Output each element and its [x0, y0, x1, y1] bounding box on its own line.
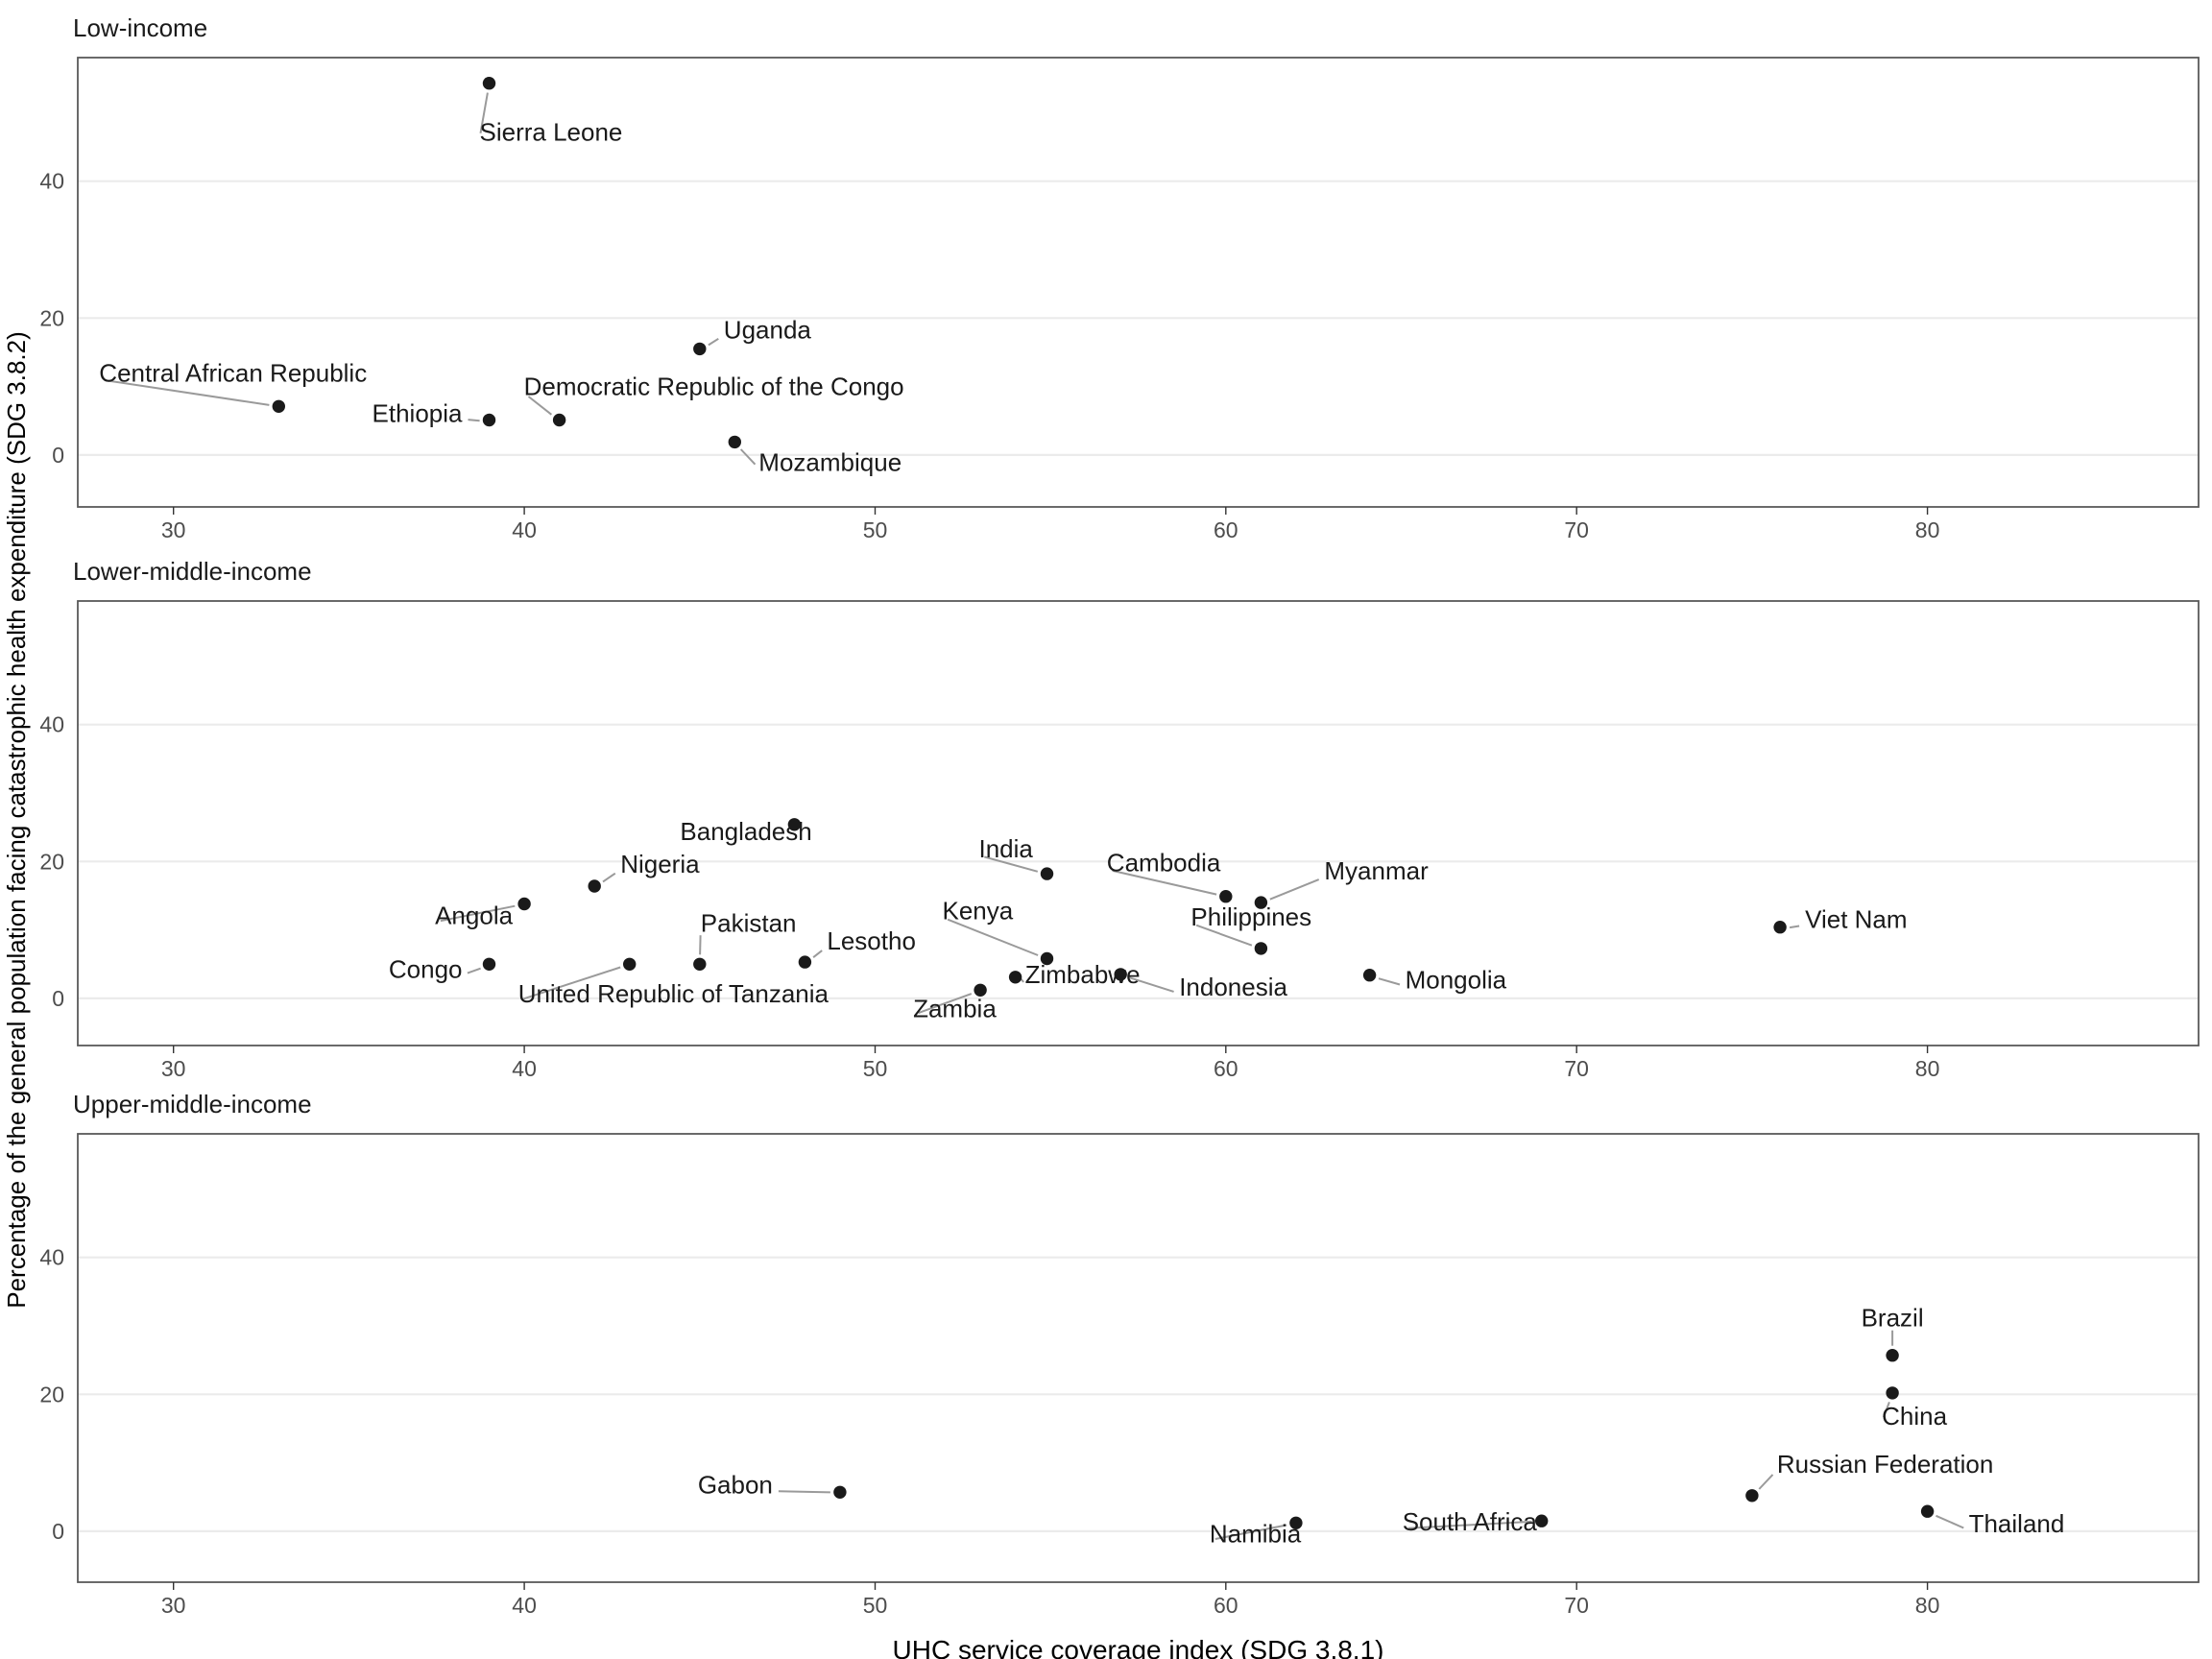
svg-text:40: 40	[39, 1245, 64, 1270]
svg-text:Viet Nam: Viet Nam	[1805, 905, 1907, 934]
svg-text:Kenya: Kenya	[943, 897, 1014, 926]
svg-text:20: 20	[39, 849, 64, 874]
svg-text:80: 80	[1915, 1056, 1940, 1081]
svg-text:70: 70	[1564, 1056, 1589, 1081]
svg-text:Mongolia: Mongolia	[1406, 966, 1507, 995]
svg-text:40: 40	[39, 712, 64, 737]
svg-text:Congo: Congo	[389, 954, 463, 983]
svg-text:Bangladesh: Bangladesh	[680, 817, 811, 846]
svg-text:Democratic Republic of the Con: Democratic Republic of the Congo	[524, 373, 904, 401]
svg-text:China: China	[1882, 1402, 1947, 1431]
svg-text:50: 50	[863, 517, 888, 542]
svg-text:30: 30	[161, 517, 186, 542]
svg-text:50: 50	[863, 1056, 888, 1081]
svg-text:0: 0	[52, 986, 64, 1011]
svg-text:0: 0	[52, 443, 64, 468]
svg-text:30: 30	[161, 1056, 186, 1081]
svg-text:50: 50	[863, 1593, 888, 1618]
svg-text:Percentage of the general popu: Percentage of the general population fac…	[2, 331, 31, 1309]
svg-text:Mozambique: Mozambique	[758, 447, 902, 476]
svg-text:20: 20	[39, 1382, 64, 1407]
svg-text:70: 70	[1564, 1593, 1589, 1618]
svg-text:Angola: Angola	[435, 902, 513, 930]
svg-text:40: 40	[39, 169, 64, 194]
svg-text:80: 80	[1915, 1593, 1940, 1618]
svg-text:Philippines: Philippines	[1190, 902, 1311, 931]
svg-text:Gabon: Gabon	[698, 1470, 773, 1499]
svg-text:Zambia: Zambia	[913, 994, 997, 1022]
svg-text:60: 60	[1214, 517, 1238, 542]
svg-text:70: 70	[1564, 517, 1589, 542]
svg-text:Namibia: Namibia	[1210, 1519, 1302, 1548]
svg-text:40: 40	[512, 1056, 537, 1081]
svg-text:Indonesia: Indonesia	[1179, 973, 1287, 1001]
svg-text:Thailand: Thailand	[1969, 1509, 2065, 1538]
svg-text:Uganda: Uganda	[724, 315, 812, 344]
svg-text:Ethiopia: Ethiopia	[373, 399, 463, 428]
svg-text:United Republic of Tanzania: United Republic of Tanzania	[518, 979, 830, 1008]
svg-text:Low-income: Low-income	[73, 13, 207, 42]
svg-text:South Africa: South Africa	[1403, 1507, 1538, 1536]
svg-text:Upper-middle-income: Upper-middle-income	[73, 1090, 312, 1118]
svg-text:20: 20	[39, 305, 64, 330]
svg-text:40: 40	[512, 517, 537, 542]
svg-text:Myanmar: Myanmar	[1324, 856, 1429, 885]
svg-text:Brazil: Brazil	[1862, 1304, 1924, 1333]
svg-text:60: 60	[1214, 1056, 1238, 1081]
svg-text:Nigeria: Nigeria	[620, 850, 700, 878]
svg-text:Cambodia: Cambodia	[1107, 849, 1221, 878]
svg-text:India: India	[979, 834, 1034, 863]
svg-text:0: 0	[52, 1519, 64, 1544]
svg-text:Russian Federation: Russian Federation	[1777, 1450, 1993, 1479]
svg-text:40: 40	[512, 1593, 537, 1618]
svg-text:Lower-middle-income: Lower-middle-income	[73, 557, 312, 586]
svg-text:UHC service coverage index (SD: UHC service coverage index (SDG 3.8.1)	[893, 1635, 1384, 1659]
svg-text:30: 30	[161, 1593, 186, 1618]
svg-text:Sierra Leone: Sierra Leone	[480, 118, 623, 147]
svg-text:Lesotho: Lesotho	[827, 926, 916, 955]
svg-text:80: 80	[1915, 517, 1940, 542]
svg-text:Pakistan: Pakistan	[701, 908, 797, 937]
svg-text:60: 60	[1214, 1593, 1238, 1618]
svg-text:Central African Republic: Central African Republic	[99, 358, 367, 387]
